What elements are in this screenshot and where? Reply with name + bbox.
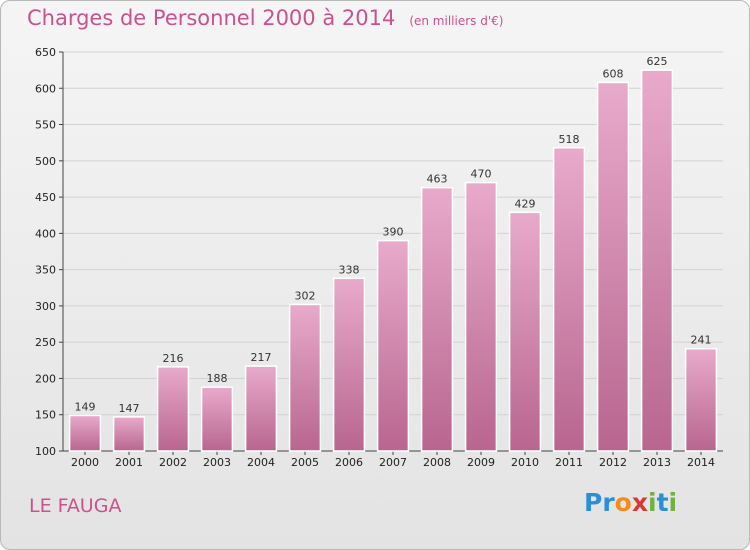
value-label: 518 (559, 133, 580, 146)
y-tick-label: 200 (35, 372, 56, 385)
proxiti-logo[interactable]: Proxiti (584, 488, 677, 517)
x-tick-label: 2005 (291, 456, 319, 469)
x-tick-label: 2011 (555, 456, 583, 469)
bar (464, 181, 498, 452)
bar (684, 347, 718, 452)
y-tick-label: 550 (35, 119, 56, 132)
y-tick-label: 350 (35, 264, 56, 277)
logo-letter: o (614, 488, 632, 517)
value-label: 429 (515, 197, 536, 210)
y-tick-label: 450 (35, 191, 56, 204)
value-label: 302 (295, 289, 316, 302)
bar (332, 277, 366, 452)
value-label: 608 (603, 67, 624, 80)
bar (508, 211, 542, 452)
x-tick-label: 2000 (71, 456, 99, 469)
chart-title-text: Charges de Personnel 2000 à 2014 (27, 6, 396, 30)
bar (156, 366, 190, 452)
value-label: 147 (119, 402, 140, 415)
bar (596, 81, 630, 452)
value-label: 217 (251, 351, 272, 364)
bar (420, 186, 454, 452)
x-tick-label: 2004 (247, 456, 275, 469)
x-tick-label: 2007 (379, 456, 407, 469)
x-tick-label: 2009 (467, 456, 495, 469)
commune-name: LE FAUGA (29, 495, 122, 517)
y-tick-label: 100 (35, 445, 56, 458)
y-tick-label: 600 (35, 82, 56, 95)
value-label: 625 (647, 55, 668, 68)
logo-letter: r (602, 488, 615, 517)
bar (68, 414, 102, 452)
x-tick-label: 2001 (115, 456, 143, 469)
chart-subtitle: (en milliers d'€) (409, 14, 504, 28)
bar (376, 239, 410, 452)
bars (68, 69, 718, 452)
value-label: 188 (207, 372, 228, 385)
y-tick-label: 400 (35, 227, 56, 240)
x-tick-label: 2003 (203, 456, 231, 469)
x-tick-label: 2013 (643, 456, 671, 469)
value-label: 390 (383, 226, 404, 239)
y-tick-label: 300 (35, 300, 56, 313)
value-label: 216 (163, 352, 184, 365)
value-label: 241 (691, 334, 712, 347)
logo-letter: P (584, 488, 603, 517)
bar (552, 147, 586, 452)
bar (244, 365, 278, 452)
x-tick-label: 2014 (687, 456, 715, 469)
chart-title: Charges de Personnel 2000 à 2014 (en mill… (27, 6, 503, 30)
value-label: 470 (471, 168, 492, 181)
bar (200, 386, 234, 452)
value-label: 338 (339, 263, 360, 276)
x-tick-label: 2010 (511, 456, 539, 469)
logo-letter: i (668, 488, 678, 517)
x-tick-label: 2002 (159, 456, 187, 469)
bar (288, 303, 322, 452)
x-tick-label: 2012 (599, 456, 627, 469)
logo-letter: i (648, 488, 657, 517)
logo-letter: t (656, 488, 669, 517)
y-tick-label: 250 (35, 336, 56, 349)
bar (640, 69, 674, 452)
bar (112, 416, 146, 452)
y-tick-label: 150 (35, 409, 56, 422)
y-tick-label: 650 (35, 46, 56, 59)
x-tick-label: 2008 (423, 456, 451, 469)
logo-letter: x (631, 488, 648, 517)
labels: 100 150 200 250 300 350 400 450 500 550 600 650 149 2… (35, 46, 715, 469)
x-tick-label: 2006 (335, 456, 363, 469)
value-label: 463 (427, 173, 448, 186)
y-tick-label: 500 (35, 155, 56, 168)
value-label: 149 (75, 400, 96, 413)
